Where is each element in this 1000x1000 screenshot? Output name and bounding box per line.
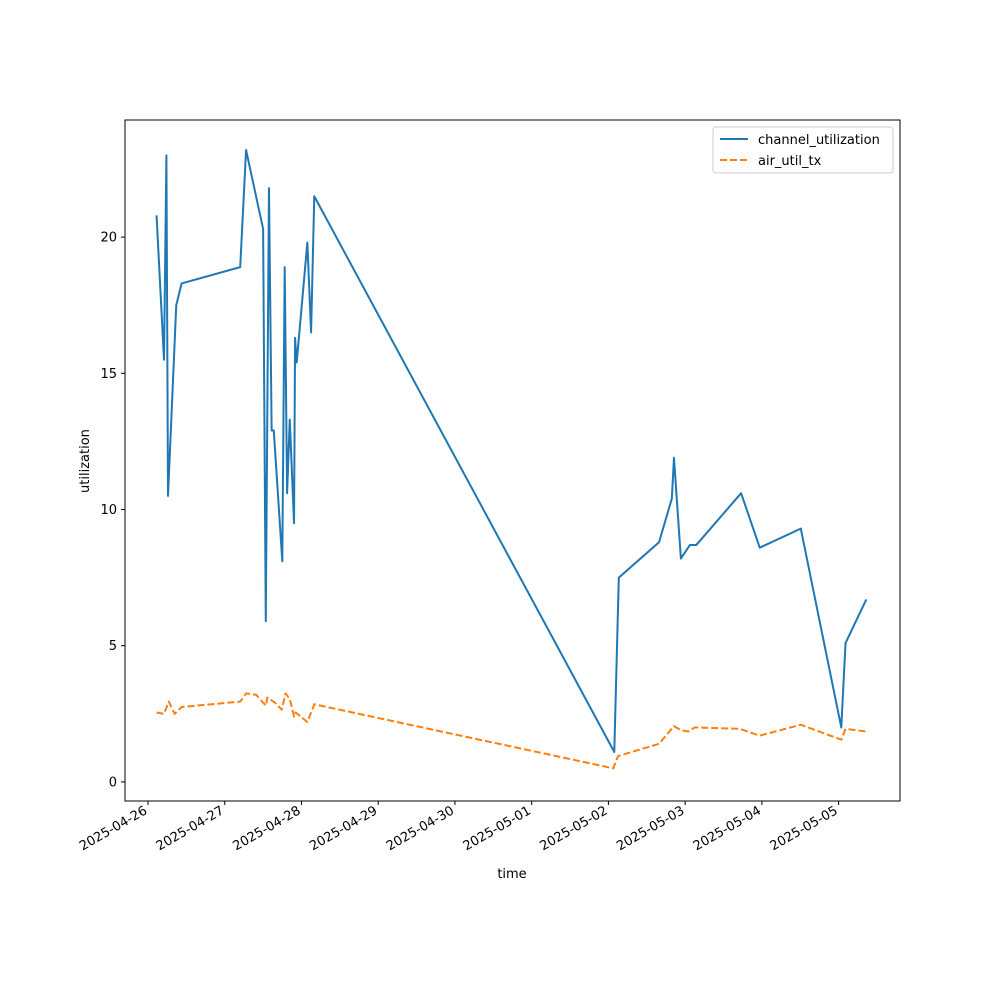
data-point-air-util-tx — [687, 731, 689, 733]
data-point-channel-utilization — [313, 195, 315, 197]
data-point-channel-utilization — [673, 457, 675, 459]
data-point-channel-utilization — [167, 495, 169, 497]
data-point-air-util-tx — [865, 731, 867, 733]
data-point-air-util-tx — [759, 735, 761, 737]
data-point-air-util-tx — [168, 701, 170, 703]
data-point-air-util-tx — [255, 694, 257, 696]
data-point-channel-utilization — [268, 187, 270, 189]
data-point-air-util-tx — [274, 702, 276, 704]
data-point-air-util-tx — [265, 705, 267, 707]
data-point-air-util-tx — [658, 743, 660, 745]
series-layer — [155, 148, 868, 770]
data-point-channel-utilization — [306, 242, 308, 244]
data-point-channel-utilization — [293, 522, 295, 524]
data-point-air-util-tx — [295, 711, 297, 713]
data-point-channel-utilization — [695, 544, 697, 546]
data-point-channel-utilization — [289, 419, 291, 421]
data-point-air-util-tx — [313, 703, 315, 705]
data-point-channel-utilization — [759, 547, 761, 549]
data-point-channel-utilization — [845, 642, 847, 644]
data-point-channel-utilization — [245, 149, 247, 151]
data-point-channel-utilization — [618, 577, 620, 579]
y-tick-label: 10 — [100, 503, 117, 518]
data-point-channel-utilization — [156, 214, 158, 216]
data-point-air-util-tx — [306, 721, 308, 723]
data-point-channel-utilization — [273, 430, 275, 432]
data-point-channel-utilization — [689, 544, 691, 546]
data-point-air-util-tx — [612, 767, 614, 769]
data-point-air-util-tx — [694, 726, 696, 728]
data-point-air-util-tx — [174, 713, 176, 715]
data-point-channel-utilization — [671, 498, 673, 500]
data-point-air-util-tx — [181, 706, 183, 708]
data-point-air-util-tx — [845, 728, 847, 730]
data-point-channel-utilization — [271, 430, 273, 432]
data-point-air-util-tx — [266, 696, 268, 698]
data-point-air-util-tx — [289, 698, 291, 700]
data-point-channel-utilization — [181, 282, 183, 284]
legend-box — [712, 126, 894, 174]
y-axis: 0 5 10 15 20 — [100, 231, 125, 790]
y-tick-label: 20 — [100, 231, 117, 246]
data-point-air-util-tx — [617, 755, 619, 757]
y-tick-label: 0 — [109, 775, 117, 790]
plot-frame — [124, 119, 901, 802]
data-point-air-util-tx — [281, 709, 283, 711]
data-point-air-util-tx — [739, 728, 741, 730]
data-point-channel-utilization — [286, 492, 288, 494]
data-point-air-util-tx — [800, 724, 802, 726]
data-point-channel-utilization — [284, 266, 286, 268]
series-line-channel-utilization — [155, 148, 868, 753]
data-point-channel-utilization — [800, 528, 802, 530]
data-point-air-util-tx — [156, 711, 158, 713]
data-point-channel-utilization — [262, 228, 264, 230]
data-point-channel-utilization — [265, 620, 267, 622]
data-point-air-util-tx — [293, 716, 295, 718]
data-point-channel-utilization — [840, 726, 842, 728]
data-point-channel-utilization — [658, 541, 660, 543]
legend-label-channel-utilization: channel_utilization — [758, 133, 880, 148]
data-point-channel-utilization — [296, 361, 298, 363]
data-point-channel-utilization — [294, 337, 296, 339]
data-point-air-util-tx — [284, 692, 286, 694]
data-point-air-util-tx — [840, 739, 842, 741]
data-point-air-util-tx — [239, 701, 241, 703]
series-line-air-util-tx — [156, 692, 867, 770]
data-point-channel-utilization — [740, 492, 742, 494]
legend: channel_utilization air_util_tx — [712, 126, 894, 174]
data-point-channel-utilization — [175, 304, 177, 306]
x-axis-label: time — [497, 867, 526, 882]
data-point-channel-utilization — [680, 558, 682, 560]
data-point-channel-utilization — [865, 598, 867, 600]
data-point-channel-utilization — [165, 154, 167, 156]
legend-label-air-util-tx: air_util_tx — [758, 154, 822, 169]
data-point-channel-utilization — [281, 560, 283, 562]
y-tick-label: 5 — [109, 639, 117, 654]
data-point-channel-utilization — [613, 751, 615, 753]
data-point-channel-utilization — [310, 331, 312, 333]
data-point-air-util-tx — [163, 713, 165, 715]
data-point-air-util-tx — [680, 729, 682, 731]
data-point-air-util-tx — [245, 692, 247, 694]
data-point-air-util-tx — [673, 725, 675, 727]
data-point-channel-utilization — [239, 266, 241, 268]
y-axis-label: utilization — [78, 429, 93, 493]
data-point-channel-utilization — [163, 359, 165, 361]
y-tick-label: 15 — [100, 367, 117, 382]
